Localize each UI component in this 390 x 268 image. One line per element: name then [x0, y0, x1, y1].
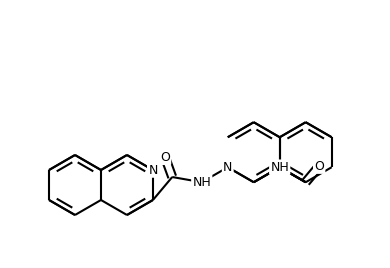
Text: N: N [148, 163, 158, 177]
Text: NH: NH [192, 176, 211, 189]
Text: N: N [223, 161, 232, 174]
Text: O: O [160, 151, 170, 164]
Text: NH: NH [270, 161, 289, 174]
Text: O: O [314, 160, 324, 173]
